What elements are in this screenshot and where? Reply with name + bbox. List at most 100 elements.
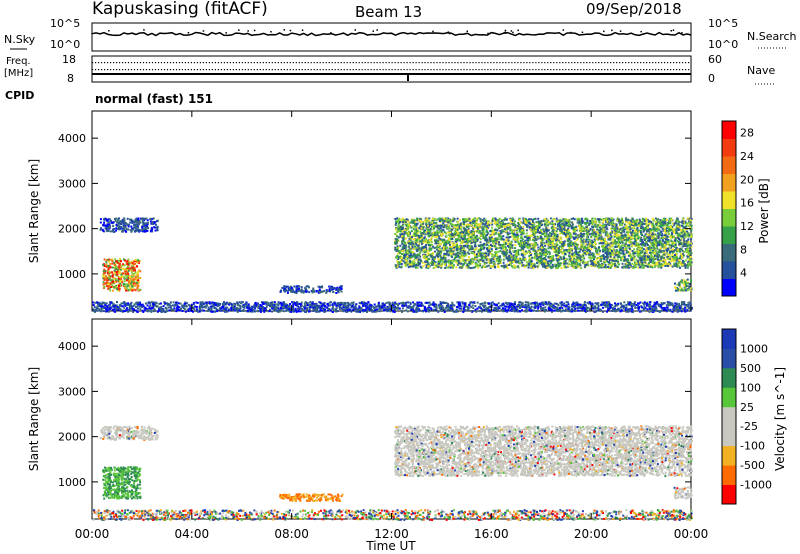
scatter-cell bbox=[512, 233, 515, 235]
scatter-cell bbox=[529, 247, 532, 250]
scatter-cell bbox=[489, 267, 492, 269]
scatter-cell bbox=[673, 224, 676, 227]
scatter-cell bbox=[579, 260, 582, 263]
scatter-cell bbox=[437, 246, 440, 249]
freq-point bbox=[631, 62, 633, 64]
nave-point bbox=[313, 69, 315, 71]
freq-point bbox=[394, 62, 396, 64]
scatter-cell bbox=[574, 267, 577, 269]
scatter-cell bbox=[529, 223, 532, 226]
scatter-cell bbox=[573, 229, 576, 231]
scatter-cell bbox=[579, 235, 581, 237]
scatter-cell bbox=[517, 260, 520, 262]
scatter-cell bbox=[676, 239, 679, 242]
scatter-cell bbox=[514, 247, 517, 250]
scatter-cell bbox=[584, 218, 587, 221]
scatter-cell bbox=[460, 253, 463, 256]
scatter-cell bbox=[409, 249, 411, 252]
scatter-cell bbox=[657, 232, 660, 235]
scatter-cell bbox=[627, 266, 630, 269]
scatter-cell bbox=[523, 265, 526, 268]
station-title: Kapuskasing (fitACF) bbox=[92, 0, 268, 19]
scatter-cell bbox=[102, 263, 105, 266]
scatter-cell bbox=[564, 224, 567, 227]
scatter-cell bbox=[547, 233, 550, 236]
scatter-cell bbox=[416, 232, 419, 235]
scatter-cell bbox=[587, 224, 590, 227]
scatter-cell bbox=[516, 231, 518, 234]
scatter-cell bbox=[133, 278, 135, 281]
scatter-cell bbox=[110, 259, 113, 262]
scatter-cell bbox=[432, 259, 435, 262]
scatter-cell bbox=[609, 232, 612, 235]
scatter-cell bbox=[416, 236, 419, 239]
freq-point bbox=[643, 62, 645, 64]
cpid-label: CPID bbox=[5, 89, 34, 102]
scatter-cell bbox=[627, 251, 629, 253]
scatter-cell bbox=[134, 271, 137, 274]
scatter-cell bbox=[443, 217, 446, 220]
scatter-cell bbox=[420, 221, 423, 223]
nave-point bbox=[307, 69, 309, 71]
scatter-cell bbox=[133, 220, 136, 223]
noise-search-point bbox=[517, 29, 519, 32]
scatter-cell bbox=[645, 236, 648, 239]
scatter-cell bbox=[413, 254, 416, 256]
scatter-cell bbox=[648, 234, 651, 237]
scatter-cell bbox=[589, 227, 592, 230]
scatter-cell bbox=[508, 242, 511, 245]
scatter-cell bbox=[151, 218, 154, 220]
nave-point bbox=[110, 69, 112, 71]
scatter-cell bbox=[647, 230, 650, 232]
nave-point bbox=[454, 69, 456, 71]
scatter-cell bbox=[614, 258, 617, 261]
scatter-cell bbox=[121, 220, 123, 223]
scatter-cell bbox=[487, 258, 490, 261]
scatter-cell bbox=[124, 286, 127, 289]
scatter-cell bbox=[670, 249, 673, 252]
scatter-cell bbox=[99, 221, 102, 224]
scatter-cell bbox=[118, 287, 121, 290]
scatter-cell bbox=[591, 246, 593, 248]
scatter-cell bbox=[639, 248, 642, 251]
nave-point bbox=[685, 69, 687, 71]
nave-point bbox=[244, 69, 246, 71]
scatter-cell bbox=[660, 266, 663, 269]
scatter-cell bbox=[616, 260, 619, 263]
nave-point bbox=[385, 69, 387, 71]
scatter-cell bbox=[631, 250, 634, 252]
scatter-cell bbox=[105, 265, 108, 268]
scatter-cell bbox=[421, 238, 424, 241]
nave-point bbox=[226, 69, 228, 71]
freq-point bbox=[286, 62, 288, 64]
scatter-cell bbox=[536, 253, 539, 256]
scatter-cell bbox=[577, 264, 580, 267]
scatter-cell bbox=[565, 236, 567, 239]
scatter-cell bbox=[595, 220, 598, 223]
scatter-cell bbox=[473, 245, 476, 248]
scatter-cell bbox=[144, 222, 147, 225]
scatter-cell bbox=[628, 252, 631, 255]
scatter-cell bbox=[394, 227, 397, 230]
scatter-cell bbox=[116, 270, 119, 273]
freq-point bbox=[592, 62, 594, 64]
scatter-cell bbox=[475, 262, 478, 265]
scatter-cell bbox=[601, 262, 604, 265]
noise-search-point bbox=[143, 29, 145, 31]
scatter-cell bbox=[107, 230, 110, 232]
scatter-cell bbox=[633, 220, 636, 223]
scatter-cell bbox=[470, 233, 473, 236]
scatter-cell bbox=[563, 262, 566, 265]
scatter-cell bbox=[507, 245, 509, 247]
noise-left-tick-top: 10^5 bbox=[50, 17, 80, 30]
scatter-cell bbox=[658, 249, 661, 252]
scatter-cell bbox=[625, 231, 628, 234]
scatter-cell bbox=[676, 255, 678, 258]
scatter-cell bbox=[137, 221, 139, 223]
scatter-cell bbox=[638, 236, 641, 239]
scatter-cell bbox=[581, 227, 584, 230]
scatter-cell bbox=[458, 235, 461, 237]
scatter-cell bbox=[127, 225, 130, 228]
freq-point bbox=[107, 62, 109, 64]
freq-point bbox=[457, 62, 459, 64]
